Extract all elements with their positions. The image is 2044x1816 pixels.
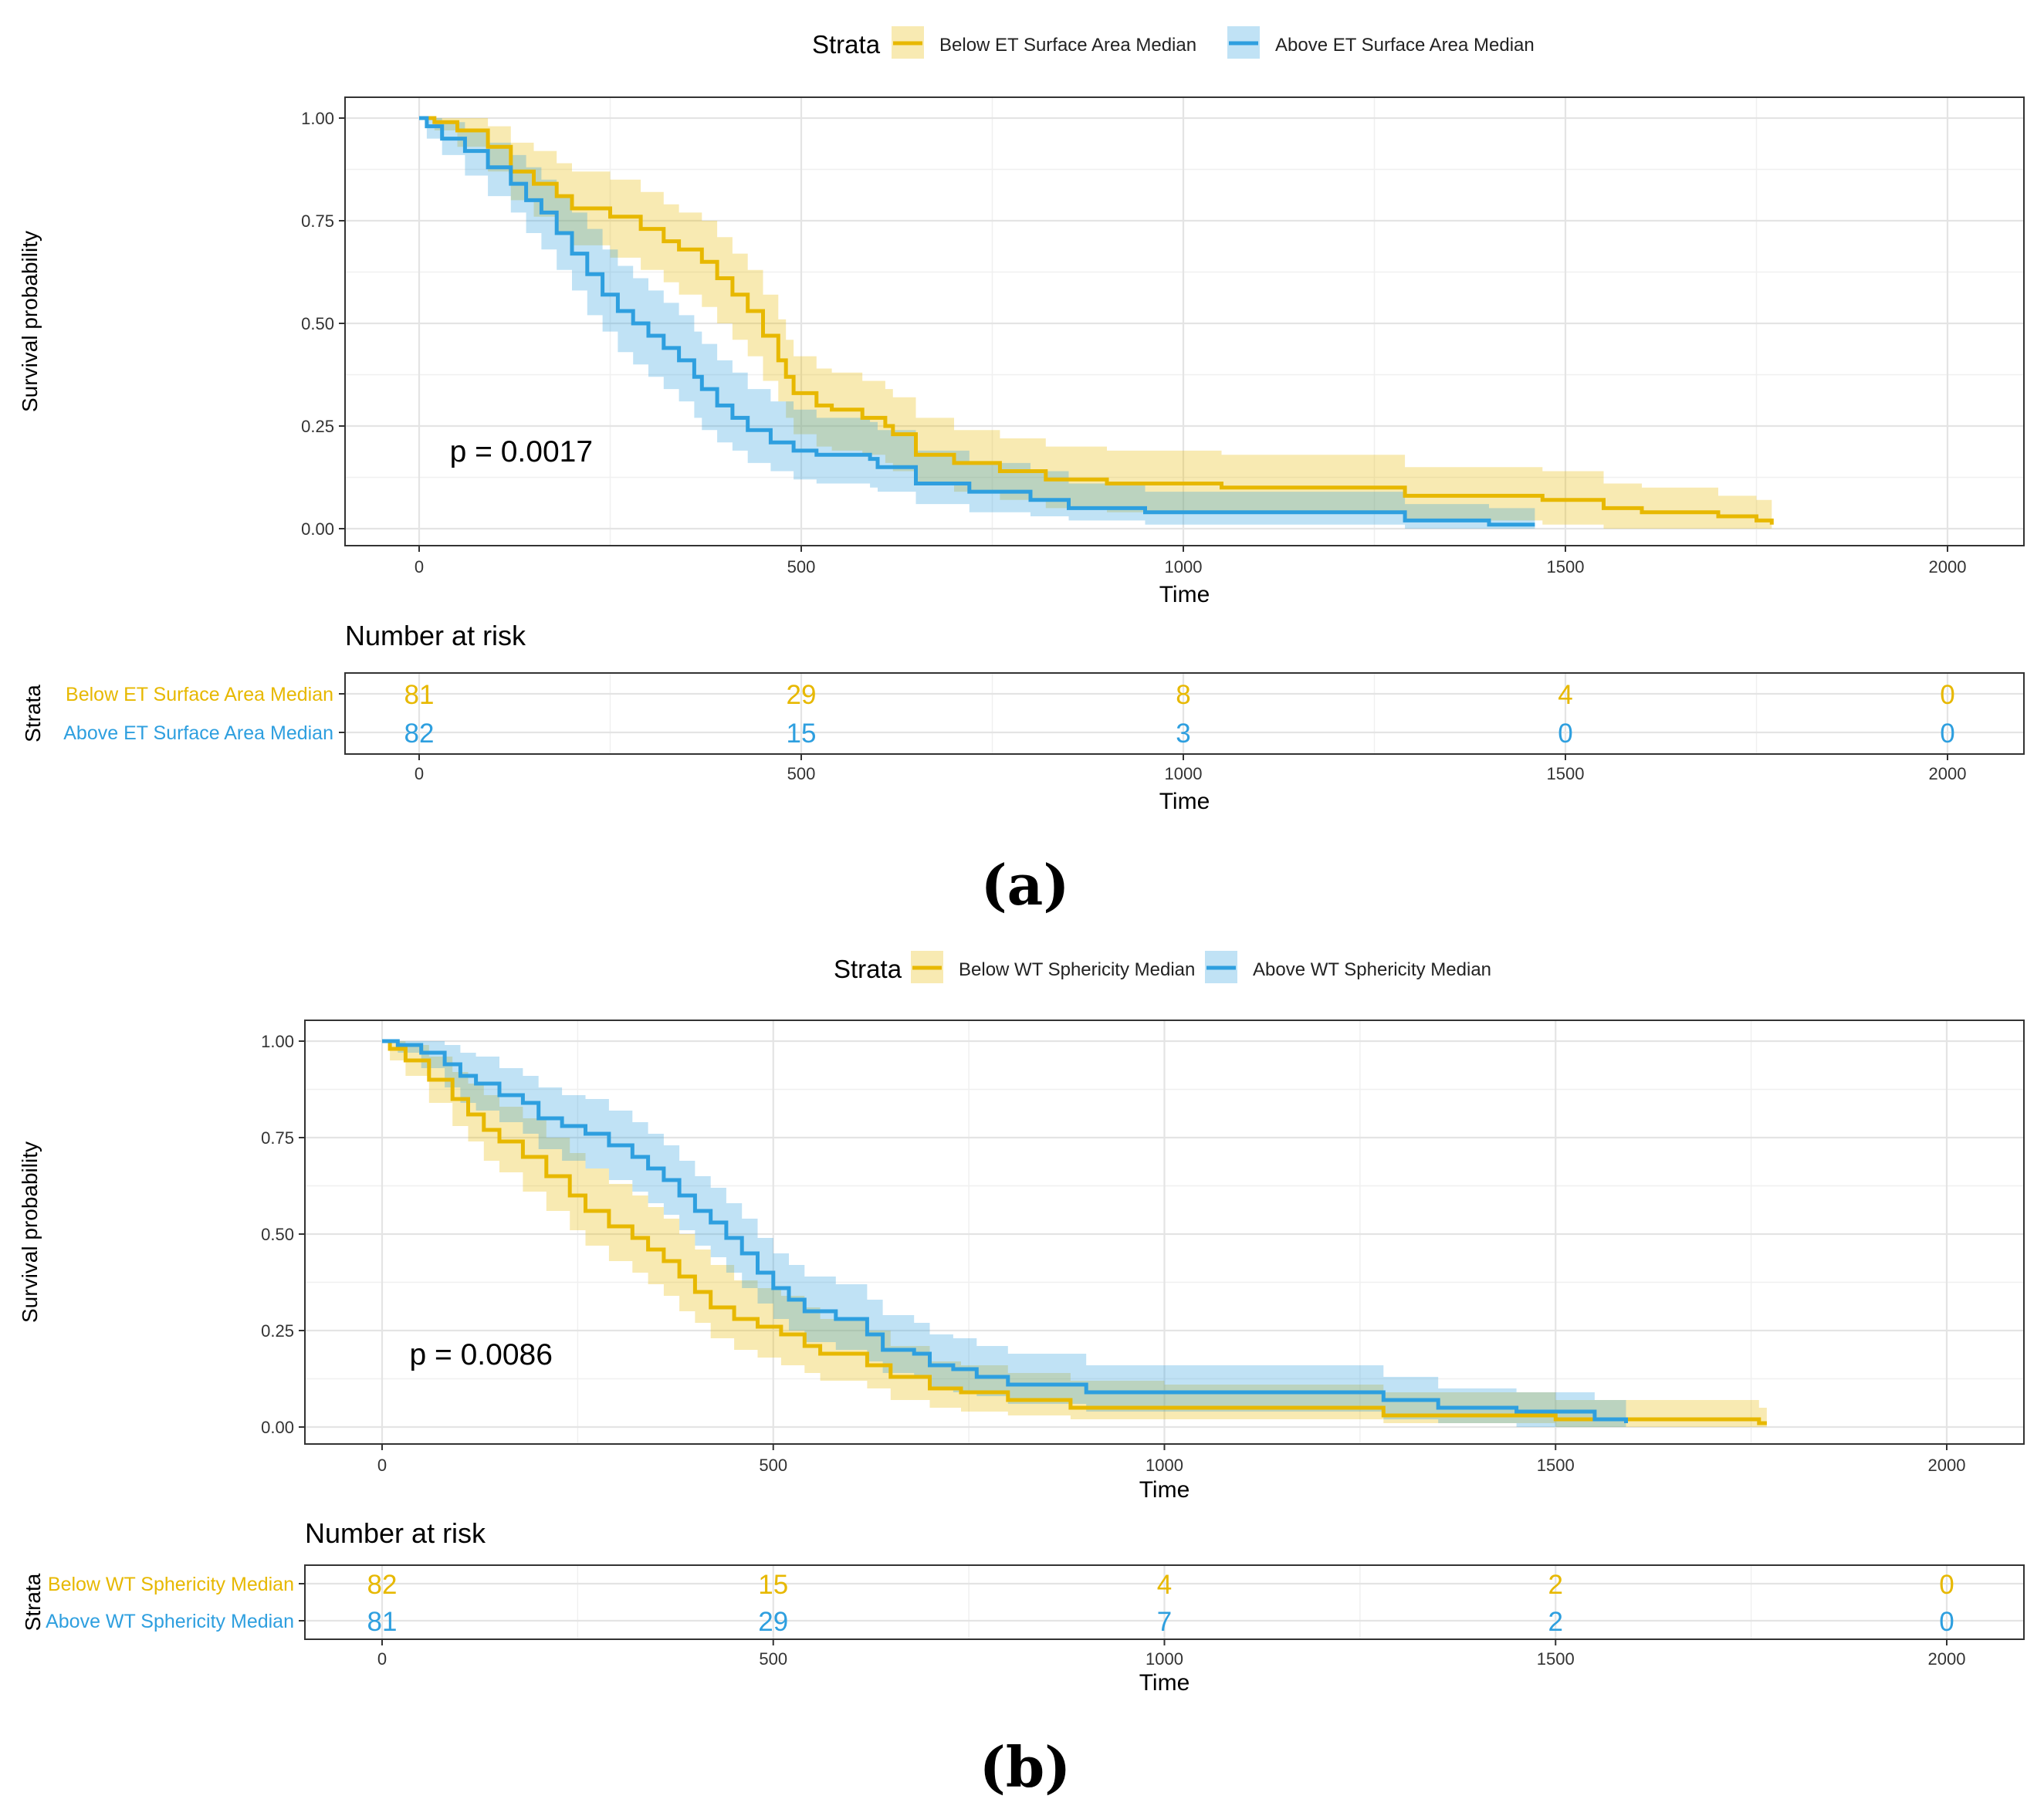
legend-entry-1: Above WT Sphericity Median <box>1253 959 1491 980</box>
risk-x-tick-label: 1500 <box>1537 1649 1575 1669</box>
y-tick-label: 0.00 <box>301 519 334 539</box>
survival-curve-series-0 <box>382 1039 1767 1425</box>
y-tick-label: 0.75 <box>261 1128 294 1148</box>
y-tick-label: 0.75 <box>301 211 334 231</box>
risk-count: 0 <box>1558 719 1572 749</box>
risk-table-border <box>344 672 2025 755</box>
risk-x-tick-label: 2000 <box>1929 764 1967 783</box>
p-value-annotation: p = 0.0017 <box>450 435 593 468</box>
risk-count: 8 <box>1176 680 1190 710</box>
risk-x-axis-label: Time <box>1139 1670 1190 1696</box>
risk-count: 4 <box>1558 680 1572 710</box>
risk-row-label: Above ET Surface Area Median <box>63 722 333 744</box>
plot-border <box>344 96 2025 546</box>
risk-count: 82 <box>404 719 435 749</box>
x-tick-label: 1500 <box>1547 557 1585 577</box>
risk-x-tick-label: 0 <box>377 1649 387 1669</box>
risk-x-tick-label: 2000 <box>1928 1649 1966 1669</box>
risk-table-title: Number at risk <box>345 620 526 651</box>
y-tick-label: 0.00 <box>261 1418 294 1437</box>
risk-table-background <box>345 673 2024 754</box>
risk-count: 15 <box>758 1570 788 1600</box>
survival-curve-series-1 <box>382 1039 1628 1423</box>
risk-count: 0 <box>1940 680 1954 710</box>
y-tick-label: 0.25 <box>261 1321 294 1341</box>
plot-background <box>345 97 2024 546</box>
risk-x-tick-label: 500 <box>759 1649 787 1669</box>
risk-x-tick-label: 1000 <box>1146 1649 1183 1669</box>
risk-count: 15 <box>787 719 817 749</box>
risk-table: Number at risk Below WT Sphericity Median… <box>21 1517 2025 1696</box>
legend-title: Strata <box>812 30 881 59</box>
legend-entry-1: Above ET Surface Area Median <box>1275 35 1535 56</box>
risk-y-axis-label: Strata <box>21 685 45 742</box>
panel-label: (a) <box>981 852 1070 918</box>
x-tick-label: 0 <box>377 1456 387 1475</box>
km-panel-b: Strata Below WT Sphericity Median Above WT… <box>18 951 2025 1800</box>
x-tick-label: 1500 <box>1537 1456 1575 1475</box>
risk-x-tick-label: 1500 <box>1547 764 1585 783</box>
risk-count: 81 <box>404 680 435 710</box>
risk-x-tick-label: 500 <box>787 764 816 783</box>
risk-count: 29 <box>787 680 817 710</box>
risk-count: 81 <box>367 1607 398 1637</box>
km-panel-a: Strata Below ET Surface Area Median Above … <box>18 26 2025 918</box>
x-tick-label: 2000 <box>1929 557 1967 577</box>
risk-count: 0 <box>1939 1570 1954 1600</box>
risk-x-tick-label: 1000 <box>1165 764 1203 783</box>
risk-row-label: Below ET Surface Area Median <box>66 684 333 705</box>
x-tick-label: 1000 <box>1146 1456 1183 1475</box>
legend-entry-0: Below ET Surface Area Median <box>939 35 1196 56</box>
y-axis-label: Survival probability <box>18 1141 42 1323</box>
risk-count: 7 <box>1157 1607 1172 1637</box>
risk-x-tick-label: 0 <box>415 764 424 783</box>
risk-table-title: Number at risk <box>305 1517 486 1549</box>
ci-band-series-0 <box>419 118 1772 529</box>
y-tick-label: 0.25 <box>301 417 334 436</box>
legend: Strata Below ET Surface Area Median Above … <box>812 26 1535 59</box>
risk-count: 0 <box>1940 719 1954 749</box>
survival-plot: 0.00 0.25 0.50 0.75 1.00 0 500 1000 1500 2000 Time… <box>18 1020 2025 1503</box>
legend-entry-0: Below WT Sphericity Median <box>959 959 1195 980</box>
risk-count: 3 <box>1176 719 1190 749</box>
x-axis-label: Time <box>1139 1477 1190 1503</box>
panel-label: (b) <box>980 1734 1071 1800</box>
y-tick-label: 1.00 <box>261 1032 294 1051</box>
risk-count: 2 <box>1548 1607 1563 1637</box>
survival-curve-series-1 <box>419 116 1535 527</box>
survival-plot: 0.00 0.25 0.50 0.75 1.00 0 500 1000 1500 2000 Time… <box>18 96 2025 607</box>
risk-count: 2 <box>1548 1570 1563 1600</box>
p-value-annotation: p = 0.0086 <box>409 1338 552 1371</box>
risk-count: 82 <box>367 1570 398 1600</box>
x-tick-label: 1000 <box>1165 557 1203 577</box>
risk-table: Number at risk Below ET Surface Area Medi… <box>21 620 2025 814</box>
risk-row-label: Below WT Sphericity Median <box>48 1574 294 1595</box>
risk-row-label: Above WT Sphericity Median <box>46 1611 294 1632</box>
legend: Strata Below WT Sphericity Median Above WT… <box>834 951 1491 983</box>
risk-x-axis-label: Time <box>1159 789 1210 814</box>
ci-band-series-0 <box>382 1041 1767 1427</box>
survival-curve-series-0 <box>419 116 1774 525</box>
risk-count: 29 <box>758 1607 788 1637</box>
x-tick-label: 500 <box>787 557 816 577</box>
y-tick-label: 0.50 <box>301 314 334 333</box>
ci-band-series-1 <box>382 1041 1626 1427</box>
x-tick-label: 0 <box>415 557 424 577</box>
y-tick-label: 0.50 <box>261 1225 294 1244</box>
y-axis-label: Survival probability <box>18 231 42 412</box>
x-axis-label: Time <box>1159 582 1210 607</box>
legend-title: Strata <box>834 955 902 983</box>
x-tick-label: 500 <box>759 1456 787 1475</box>
x-tick-label: 2000 <box>1928 1456 1966 1475</box>
risk-y-axis-label: Strata <box>21 1573 45 1631</box>
y-tick-label: 1.00 <box>301 109 334 128</box>
risk-count: 4 <box>1157 1570 1172 1600</box>
risk-count: 0 <box>1939 1607 1954 1637</box>
